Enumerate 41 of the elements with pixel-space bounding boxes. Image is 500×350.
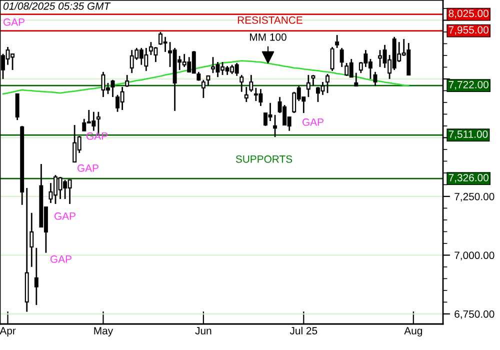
candlestick: [340, 47, 344, 68]
x-tick-label: May: [94, 327, 114, 336]
candlestick: [34, 247, 38, 306]
candlestick: [273, 114, 278, 138]
candlestick: [110, 79, 115, 98]
annotation: GAP: [78, 164, 98, 172]
x-tick-label: Jul 25: [290, 326, 318, 334]
candlestick: [244, 86, 248, 103]
annotation: SUPPORTS: [236, 155, 292, 163]
x-tick-label: Aug: [404, 327, 422, 336]
y-tick-label: 6,750.00: [454, 310, 494, 320]
candlestick: [330, 46, 334, 72]
ref-line-label: 7,722.00: [448, 80, 488, 90]
candlestick: [326, 73, 330, 94]
ref-line-label: 7,511.00: [448, 130, 488, 140]
candlestick: [311, 74, 316, 87]
candlestick: [335, 34, 340, 49]
y-tick-label: 7,250.00: [454, 192, 494, 202]
candlestick: [373, 71, 378, 87]
x-tick-label: Apr: [0, 327, 16, 336]
candlestick: [30, 212, 34, 268]
annotation: MM 100: [250, 33, 286, 41]
candlestick: [249, 74, 254, 93]
ref-line-label: 8,025.00: [448, 10, 488, 18]
candlestick: [15, 93, 20, 121]
ref-line-label: 7,955.00: [448, 26, 488, 35]
annotation: 01/08/2025 05:35 GMT: [3, 2, 111, 10]
candlestick: [206, 75, 210, 87]
annotation: RESISTANCE: [238, 16, 302, 24]
annotation: GAP: [50, 255, 72, 263]
annotation: GAP: [54, 212, 76, 220]
annotation: GAP: [4, 18, 24, 26]
candlestick: [354, 72, 358, 87]
candlestick: [240, 74, 244, 93]
x-tick-label: Jun: [195, 327, 212, 334]
candlestick: [201, 79, 206, 99]
y-tick-label: 7,000.00: [454, 252, 494, 260]
candlestick: [125, 74, 130, 88]
ref-line-label: 7,326.00: [448, 174, 488, 183]
candlestick: [306, 74, 310, 98]
annotation: GAP: [302, 118, 324, 126]
